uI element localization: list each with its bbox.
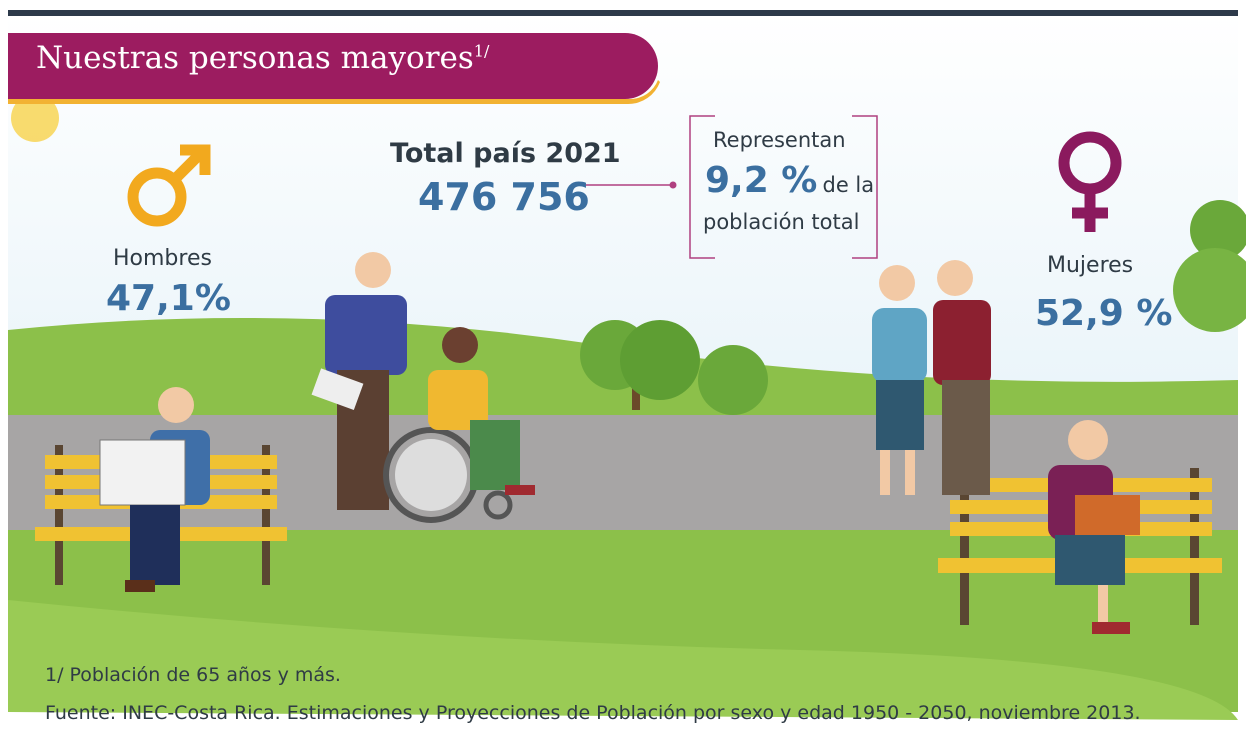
bracket-left [689,115,715,259]
men-label: Hombres [113,246,212,271]
women-label: Mujeres [1047,253,1134,278]
man-standing [311,252,407,510]
couple-walking [872,260,991,495]
footnote: 1/ Población de 65 años y más. [45,664,341,686]
female-symbol [1058,131,1122,232]
title-footnote-mark: 1/ [473,41,490,61]
title: Nuestras personas mayores [36,40,474,76]
connector-dot [669,181,677,189]
men-value: 47,1% [106,278,231,319]
share-value: 9,2 % [705,160,818,201]
sun [11,94,59,142]
title-wrap: Nuestras personas mayores1/ [36,40,489,76]
share-line: 9,2 % de la [705,160,874,201]
trees [580,200,1246,415]
bracket-right [852,115,878,259]
total-value: 476 756 [418,175,590,219]
woman-reading [1048,420,1140,634]
grass-light [8,600,1238,720]
total-label: Total país 2021 [390,138,621,169]
share-suffix: de la [822,173,875,197]
title-banner [8,33,658,99]
woman-wheelchair [383,327,535,523]
title-underline [8,80,660,105]
source: Fuente: INEC-Costa Rica. Estimaciones y … [45,702,1141,724]
male-symbol [127,144,211,227]
women-value: 52,9 % [1035,293,1173,334]
share-rest: población total [703,210,860,234]
share-intro: Representan [713,128,846,152]
top-bar [8,10,1238,16]
man-reading [99,387,210,592]
